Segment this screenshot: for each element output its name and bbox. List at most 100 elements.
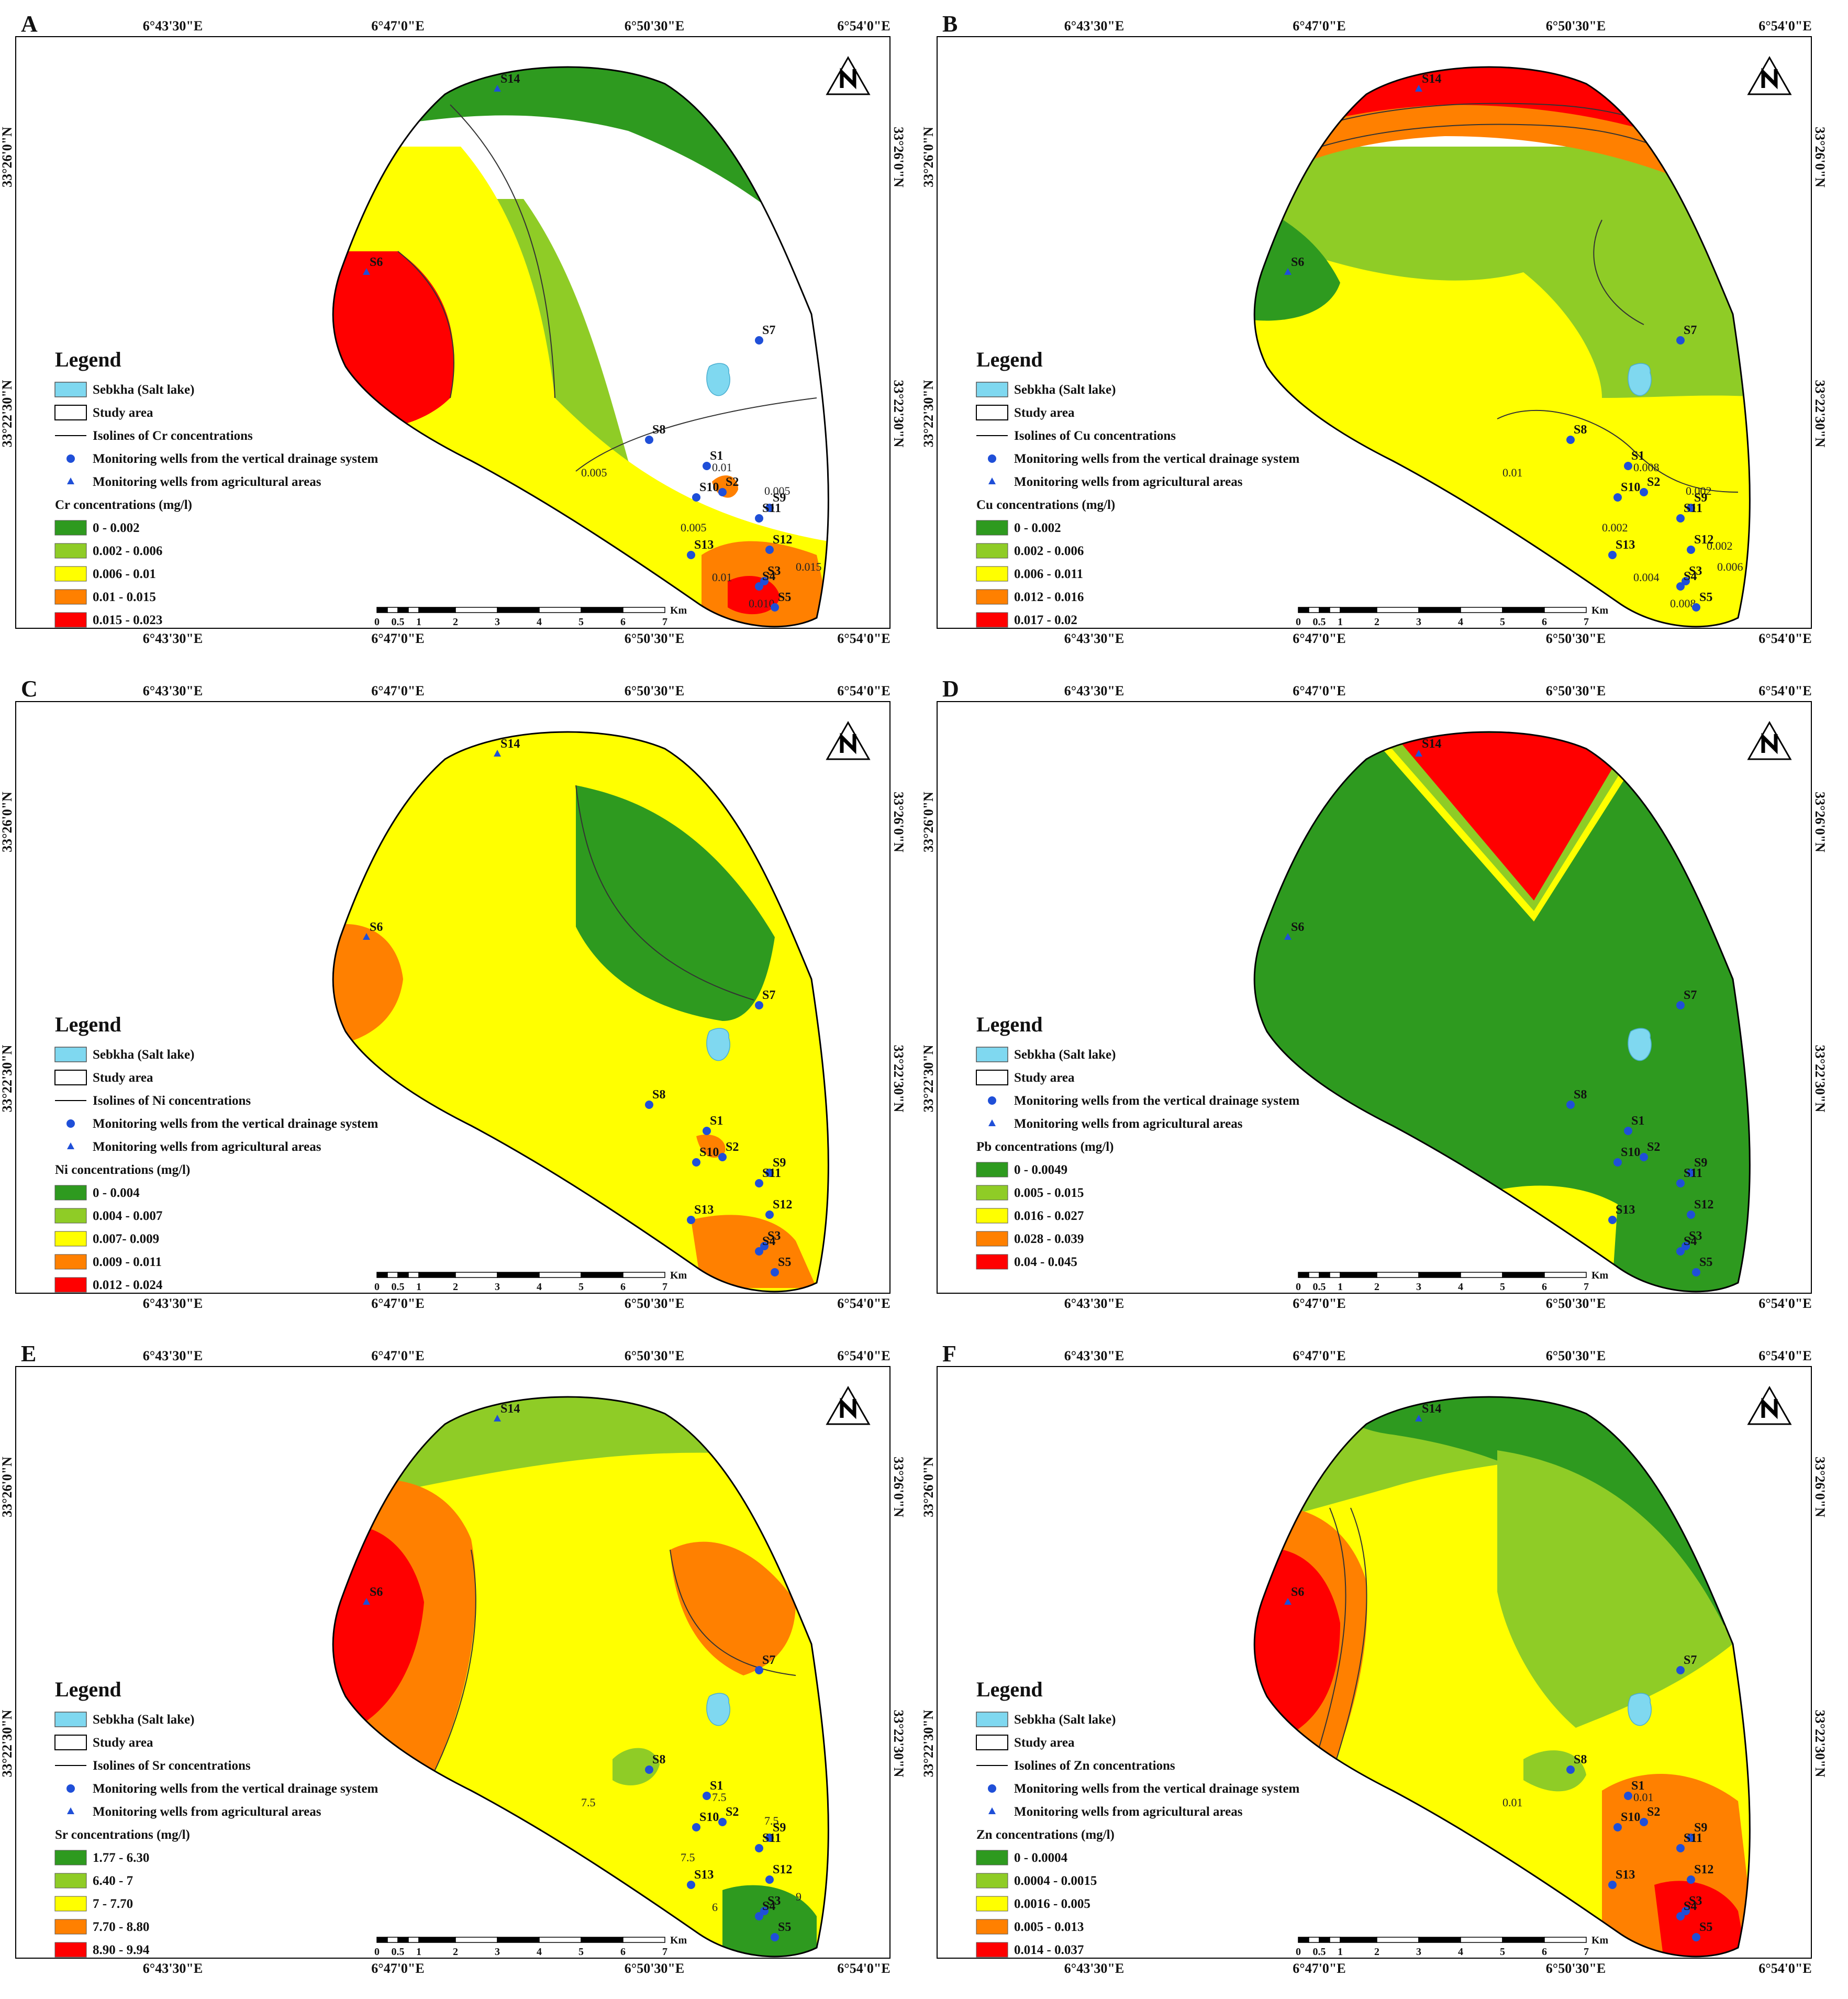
- legend-swatch-study-area: [54, 1070, 87, 1085]
- lon-label-bottom: 6°54'0"E: [837, 1296, 890, 1311]
- well-label-s13: S13: [1616, 1868, 1635, 1882]
- legend-swatch-class-4: [54, 1919, 87, 1935]
- well-label-s7: S7: [1684, 989, 1697, 1002]
- scale-bar-segment: [1340, 1272, 1377, 1278]
- legend-class-label: 0.015 - 0.023: [93, 613, 162, 627]
- well-label-s3: S3: [1689, 564, 1702, 578]
- well-label-s10: S10: [1621, 1811, 1640, 1824]
- well-label-s13: S13: [694, 538, 714, 552]
- north-arrow-n: [1761, 1397, 1778, 1419]
- well-label-s8: S8: [1574, 1088, 1587, 1102]
- scale-bar-segment: [376, 1937, 388, 1943]
- legend-swatch-study-area: [54, 405, 87, 420]
- lon-label-top: 6°50'30"E: [1546, 1348, 1606, 1363]
- scale-bar: 0 0.5 1 2 3 4 5 6 7Km: [374, 1270, 687, 1293]
- scale-bar: 0 0.5 1 2 3 4 5 6 7Km: [1296, 1935, 1609, 1958]
- legend-class-label: 0.014 - 0.037: [1014, 1943, 1084, 1957]
- legend-class-label: 0.028 - 0.039: [1014, 1232, 1084, 1246]
- isoline-value: 0.005: [581, 466, 607, 479]
- scale-tick: 7: [662, 1281, 667, 1293]
- isoline-value: 0.01: [1502, 1796, 1523, 1809]
- scale-tick: 6: [1542, 1281, 1547, 1293]
- legend-class-label: 0.012 - 0.016: [1014, 590, 1084, 604]
- isoline-value: 0.01: [712, 461, 732, 474]
- lon-label-bottom: 6°54'0"E: [837, 631, 890, 646]
- scale-tick: 5: [1500, 616, 1505, 628]
- legend-swatch-class-3: [976, 1896, 1008, 1912]
- isoline: [1308, 1507, 1346, 1781]
- scale-bar-segment: [1298, 1272, 1309, 1278]
- scale-tick: 4: [537, 616, 542, 628]
- zone-class-4: [696, 1134, 726, 1158]
- scale-tick: 0.5: [1313, 1281, 1326, 1293]
- scale-tick: 5: [1500, 1946, 1505, 1958]
- north-arrow-icon: [826, 55, 871, 95]
- legend-swatch-class-3: [54, 566, 87, 582]
- lat-label-right: 33°22'30"N: [891, 1710, 906, 1778]
- isolines: [397, 104, 817, 472]
- isoline: [397, 251, 454, 398]
- legend-sebkha-label: Sebkha (Salt lake): [1014, 383, 1116, 397]
- well-label-s4: S4: [1684, 570, 1697, 583]
- legend-class-label: 0.006 - 0.01: [93, 567, 156, 581]
- legend-class-title: Ni concentrations (mg/l): [55, 1163, 190, 1177]
- scale-bar-segment: [1418, 1272, 1461, 1278]
- well-marker-drainage: [718, 1818, 727, 1826]
- legend-class-label: 0.005 - 0.013: [1014, 1920, 1084, 1934]
- well-marker-agricultural: [1415, 750, 1422, 757]
- lat-label-right: 33°26'0"N: [891, 127, 906, 187]
- well-label-s14: S14: [1422, 1402, 1441, 1416]
- well-marker-drainage: [703, 1127, 711, 1135]
- scale-bar-segment: [1329, 1272, 1341, 1278]
- well-marker-agricultural: [494, 750, 501, 757]
- scale-bar-segment: [539, 607, 582, 613]
- legend-drainage-well-symbol: [988, 1096, 996, 1105]
- scale-unit: Km: [670, 605, 687, 616]
- study-area-boundary: [1253, 731, 1751, 1293]
- well-marker-drainage: [687, 1216, 695, 1224]
- lon-label-bottom: 6°54'0"E: [837, 1961, 890, 1976]
- scale-bar-segment: [581, 1272, 624, 1278]
- well-marker-drainage: [1687, 546, 1695, 554]
- legend-drainage-label: Monitoring wells from the vertical drain…: [93, 452, 378, 466]
- scale-bar-segment: [1460, 1937, 1503, 1943]
- zone-class-5: [728, 576, 780, 615]
- lon-label-top: 6°47'0"E: [371, 683, 424, 698]
- legend: Legend Sebkha (Salt lake) Study area Isolin…: [976, 1678, 1299, 1958]
- well-marker-agricultural: [1415, 1415, 1422, 1421]
- well-label-s10: S10: [699, 1146, 719, 1159]
- lon-label-bottom: 6°50'30"E: [1546, 1961, 1606, 1976]
- scale-bar-segment: [622, 1272, 665, 1278]
- lat-label-right: 33°22'30"N: [1812, 380, 1828, 448]
- lon-label-top: 6°50'30"E: [625, 683, 684, 698]
- well-marker-drainage: [718, 1153, 727, 1161]
- well-marker-drainage: [692, 1158, 700, 1167]
- legend-title: Legend: [976, 348, 1043, 371]
- isoline-value: 9: [796, 1890, 801, 1903]
- isoline: [670, 1549, 796, 1676]
- scale-bar-segment: [376, 607, 388, 613]
- zone-class-5: [1393, 733, 1633, 901]
- legend-drainage-label: Monitoring wells from the vertical drain…: [1014, 1782, 1299, 1796]
- lon-label-bottom: 6°47'0"E: [1293, 1296, 1345, 1311]
- scale-tick: 7: [662, 616, 667, 628]
- well-marker-drainage: [1676, 1001, 1685, 1009]
- well-label-s14: S14: [500, 72, 520, 86]
- scale-tick: 2: [1374, 616, 1379, 628]
- well-marker-drainage: [1640, 1818, 1648, 1826]
- well-marker-drainage: [1676, 1179, 1685, 1187]
- well-marker-drainage: [718, 488, 727, 496]
- lon-label-top: 6°50'30"E: [625, 1348, 684, 1363]
- well-label-s6: S6: [1291, 1585, 1304, 1599]
- well-label-s5: S5: [778, 1256, 791, 1269]
- scale-tick: 0.5: [392, 1946, 405, 1958]
- well-label-s11: S11: [762, 1167, 781, 1180]
- legend-class-label: 0 - 0.004: [93, 1186, 140, 1200]
- well-label-s7: S7: [762, 989, 775, 1002]
- well-marker-drainage: [1687, 504, 1695, 512]
- isoline-value: 0.004: [1633, 571, 1660, 584]
- well-marker-drainage: [1687, 1169, 1695, 1177]
- legend-drainage-well-symbol: [988, 454, 996, 463]
- isoline: [575, 785, 754, 1001]
